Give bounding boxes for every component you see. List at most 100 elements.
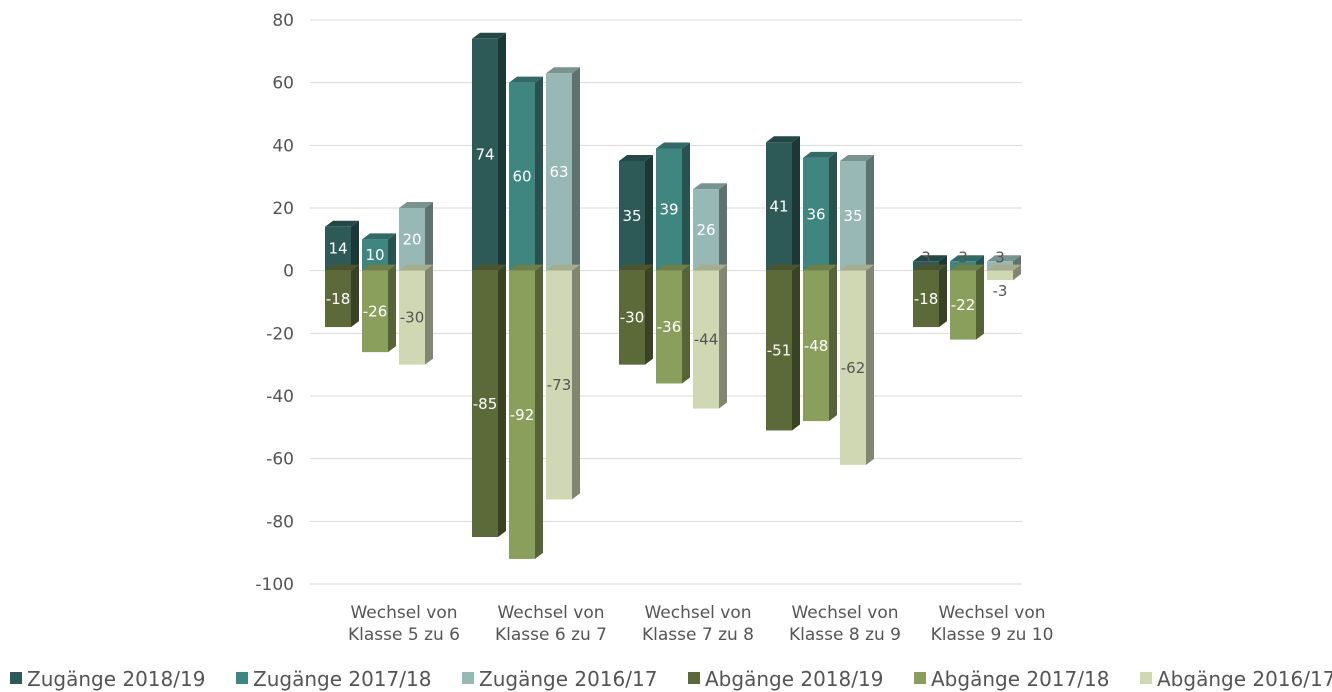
bar bbox=[546, 67, 580, 271]
data-label: -22 bbox=[951, 296, 976, 314]
bar-top bbox=[693, 264, 727, 271]
legend-swatch bbox=[688, 672, 700, 684]
x-category-label: Wechsel von Klasse 8 zu 9 bbox=[789, 603, 901, 645]
bar-top bbox=[693, 183, 727, 190]
bar-side bbox=[425, 264, 433, 365]
bar bbox=[693, 264, 727, 409]
bar-top bbox=[840, 155, 874, 161]
legend-swatch bbox=[914, 672, 926, 684]
legend-item[interactable]: Abgänge 2017/18 bbox=[914, 667, 1109, 691]
bar-top bbox=[399, 202, 433, 208]
bar-top bbox=[546, 67, 580, 74]
bar-front bbox=[693, 189, 719, 271]
bar bbox=[399, 264, 433, 365]
y-tick-label: -100 bbox=[255, 575, 294, 595]
legend-item[interactable]: Abgänge 2018/19 bbox=[688, 667, 883, 691]
data-label: 10 bbox=[365, 246, 384, 264]
legend-item[interactable]: Abgänge 2016/17 bbox=[1140, 667, 1332, 691]
legend-label: Abgänge 2018/19 bbox=[705, 667, 883, 691]
y-tick-label: -20 bbox=[266, 324, 294, 344]
bar bbox=[840, 264, 874, 465]
bar-top bbox=[362, 233, 396, 240]
bar bbox=[325, 264, 359, 328]
data-label: 39 bbox=[659, 201, 678, 219]
bar bbox=[472, 264, 506, 537]
y-tick-label: 40 bbox=[272, 136, 294, 156]
bar bbox=[913, 264, 947, 328]
legend-label: Abgänge 2016/17 bbox=[1157, 667, 1332, 691]
bar-top bbox=[325, 264, 359, 271]
bar-front bbox=[693, 270, 719, 409]
x-axis-categories: Wechsel von Klasse 5 zu 6 Wechsel von Klass… bbox=[348, 603, 1053, 645]
legend-label: Zugänge 2018/19 bbox=[27, 667, 205, 691]
bar-top bbox=[619, 155, 653, 161]
legend-item[interactable]: Zugänge 2016/17 bbox=[462, 667, 657, 691]
bar-front bbox=[656, 270, 682, 384]
bar bbox=[509, 264, 543, 559]
data-label: -44 bbox=[694, 331, 719, 349]
bar-side bbox=[645, 155, 653, 271]
bar-top bbox=[509, 76, 543, 83]
bar bbox=[803, 151, 837, 271]
bar-side bbox=[535, 76, 543, 271]
bar-side bbox=[829, 151, 837, 271]
bar-side bbox=[425, 202, 433, 271]
bar-top bbox=[399, 264, 433, 271]
bar-top bbox=[546, 264, 580, 271]
bar bbox=[472, 32, 506, 271]
bar-top bbox=[509, 264, 543, 271]
data-label: -51 bbox=[767, 342, 792, 360]
bar bbox=[656, 142, 690, 271]
bar-side bbox=[498, 32, 506, 271]
legend-swatch bbox=[462, 672, 474, 684]
legend-swatch bbox=[1140, 672, 1152, 684]
bar-front bbox=[913, 270, 939, 328]
bars bbox=[325, 32, 1021, 559]
bar-side bbox=[572, 264, 580, 500]
legend-item[interactable]: Zugänge 2018/19 bbox=[10, 667, 205, 691]
legend-swatch bbox=[236, 672, 248, 684]
bar-front bbox=[399, 208, 425, 271]
data-label: 35 bbox=[843, 207, 862, 225]
y-tick-label: -80 bbox=[266, 512, 294, 532]
bar-top bbox=[472, 32, 506, 39]
data-label: 14 bbox=[328, 240, 347, 258]
bar-front bbox=[472, 270, 498, 537]
bar-top bbox=[913, 264, 947, 271]
legend-label: Abgänge 2017/18 bbox=[931, 667, 1109, 691]
data-label: -30 bbox=[400, 309, 425, 327]
bar-side bbox=[866, 264, 874, 465]
bar-side bbox=[1013, 264, 1021, 281]
bar-front bbox=[619, 270, 645, 365]
bar-side bbox=[535, 264, 543, 559]
bar-side bbox=[792, 136, 800, 271]
bar-front bbox=[619, 161, 645, 271]
data-label: -3 bbox=[993, 282, 1008, 300]
bar bbox=[656, 264, 690, 384]
bar bbox=[362, 264, 396, 353]
legend-item[interactable]: Zugänge 2017/18 bbox=[236, 667, 431, 691]
bar-side bbox=[351, 264, 359, 328]
data-label: -36 bbox=[657, 318, 682, 336]
bar-top bbox=[803, 264, 837, 271]
bar-side bbox=[388, 233, 396, 271]
y-tick-label: -60 bbox=[266, 450, 294, 470]
legend[interactable]: Zugänge 2018/19 Zugänge 2017/18 Zugänge 20… bbox=[10, 667, 1332, 691]
bar bbox=[803, 264, 837, 422]
bar-side bbox=[719, 183, 727, 271]
data-label: -18 bbox=[914, 290, 939, 308]
bar-side bbox=[645, 264, 653, 365]
bar-front bbox=[766, 270, 792, 431]
x-category-label: Wechsel von Klasse 5 zu 6 bbox=[348, 603, 460, 645]
data-label: 3 bbox=[921, 248, 931, 266]
bar-top bbox=[619, 264, 653, 271]
data-label: -30 bbox=[620, 309, 645, 327]
x-category-label: Wechsel von Klasse 6 zu 7 bbox=[495, 603, 607, 645]
data-label: -26 bbox=[363, 302, 388, 320]
bar-side bbox=[866, 155, 874, 271]
bar bbox=[619, 264, 653, 365]
y-tick-label: 20 bbox=[272, 199, 294, 219]
bar-front bbox=[509, 270, 535, 559]
